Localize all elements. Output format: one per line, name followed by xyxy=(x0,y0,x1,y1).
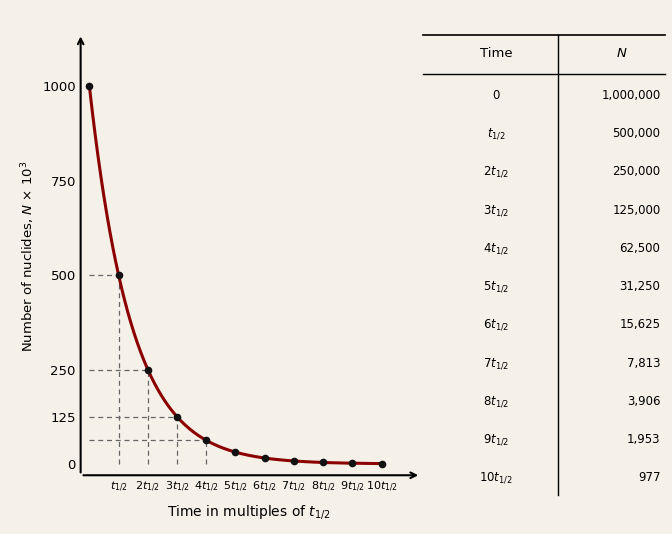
Y-axis label: Number of nuclides, $N$ × 10$^3$: Number of nuclides, $N$ × 10$^3$ xyxy=(19,161,36,352)
Text: 125,000: 125,000 xyxy=(612,203,661,217)
Text: 500,000: 500,000 xyxy=(612,127,661,140)
Text: 15,625: 15,625 xyxy=(620,318,661,332)
Text: $3t_{1/2}$: $3t_{1/2}$ xyxy=(482,203,509,217)
Text: 31,250: 31,250 xyxy=(620,280,661,293)
Text: 62,500: 62,500 xyxy=(620,242,661,255)
Text: $6t_{1/2}$: $6t_{1/2}$ xyxy=(482,318,509,332)
Text: $N$: $N$ xyxy=(616,47,628,60)
Text: 0: 0 xyxy=(493,89,499,102)
Text: $2t_{1/2}$: $2t_{1/2}$ xyxy=(482,164,509,179)
Text: $7t_{1/2}$: $7t_{1/2}$ xyxy=(482,356,509,371)
Text: $10t_{1/2}$: $10t_{1/2}$ xyxy=(479,470,513,485)
Text: $t_{1/2}$: $t_{1/2}$ xyxy=(487,127,505,141)
Text: $8t_{1/2}$: $8t_{1/2}$ xyxy=(482,394,509,409)
Text: 7,813: 7,813 xyxy=(627,357,661,370)
X-axis label: Time in multiples of $t_{1/2}$: Time in multiples of $t_{1/2}$ xyxy=(167,502,331,521)
Text: 3,906: 3,906 xyxy=(627,395,661,408)
Text: 977: 977 xyxy=(638,472,661,484)
Text: $4t_{1/2}$: $4t_{1/2}$ xyxy=(482,241,509,256)
Text: 1,953: 1,953 xyxy=(627,433,661,446)
Text: Time: Time xyxy=(480,47,512,60)
Text: 1,000,000: 1,000,000 xyxy=(601,89,661,102)
Text: $9t_{1/2}$: $9t_{1/2}$ xyxy=(482,433,509,447)
Text: $5t_{1/2}$: $5t_{1/2}$ xyxy=(482,279,509,294)
Text: 250,000: 250,000 xyxy=(612,166,661,178)
